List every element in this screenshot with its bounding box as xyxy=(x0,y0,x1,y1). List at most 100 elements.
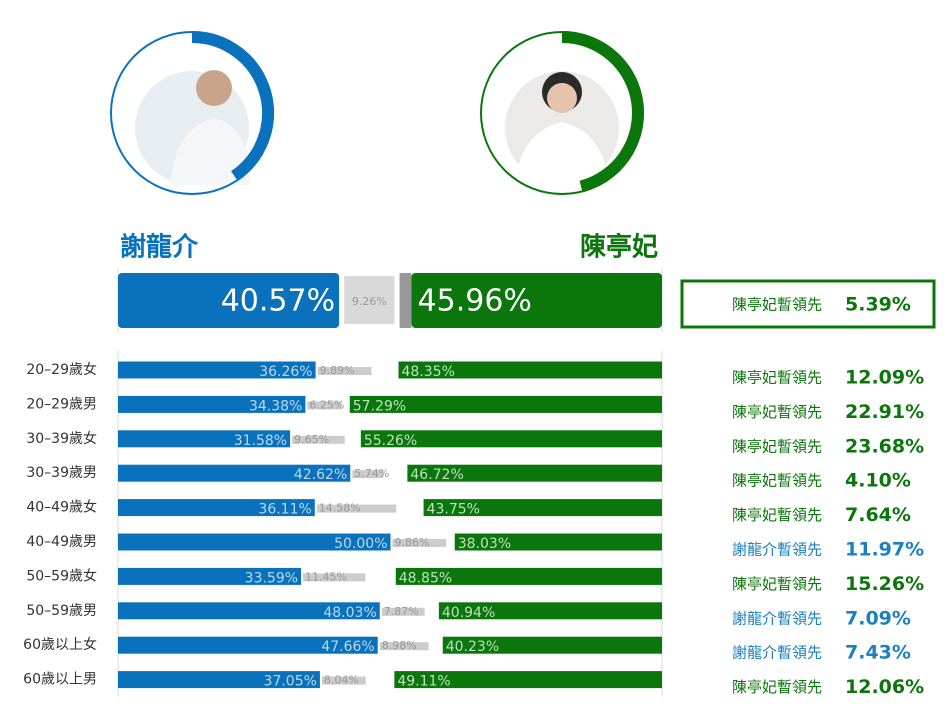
value-label: 9.65% xyxy=(294,433,329,446)
bar xyxy=(454,533,662,551)
category-label: 30–39歲男 xyxy=(26,465,97,481)
photo-right xyxy=(505,71,619,185)
bar xyxy=(118,636,378,654)
bar xyxy=(321,676,366,685)
category-label: 40–49歲男 xyxy=(26,534,97,550)
bar xyxy=(411,273,662,328)
value-label: 38.03% xyxy=(458,536,511,552)
bar xyxy=(392,539,447,547)
bar xyxy=(316,504,397,513)
bar xyxy=(360,430,662,448)
lead-text: 陳亭妃暫領先 xyxy=(732,678,822,696)
bar xyxy=(118,533,391,551)
lead-value: 23.68% xyxy=(845,435,924,457)
value-label: 48.35% xyxy=(401,364,454,380)
lead-text: 謝龍介暫領先 xyxy=(732,609,822,627)
lead-value: 11.97% xyxy=(845,539,924,561)
bar xyxy=(317,367,372,375)
lead-value: 4.10% xyxy=(845,470,911,492)
candidate-name: 陳亭妃 xyxy=(580,232,658,263)
lead-value: 15.26% xyxy=(845,573,924,595)
value-label: 48.03% xyxy=(323,605,376,621)
value-label: 42.62% xyxy=(294,467,347,483)
bar xyxy=(303,573,366,582)
value-label: 9.86% xyxy=(395,536,430,549)
bar xyxy=(118,567,302,585)
lead-value: 5.39% xyxy=(845,294,911,316)
bar xyxy=(379,642,429,651)
value-label: 9.89% xyxy=(320,364,355,377)
bar xyxy=(381,607,425,616)
lead-value: 12.09% xyxy=(845,367,924,389)
value-label: 49.11% xyxy=(397,674,450,690)
lead-value: 7.64% xyxy=(845,504,911,526)
value-label: 37.05% xyxy=(264,674,317,690)
bar xyxy=(118,499,315,517)
value-label: 36.11% xyxy=(258,502,311,518)
bar xyxy=(395,567,662,585)
value-label: 6.25% xyxy=(309,398,344,411)
bar xyxy=(344,276,395,324)
ring-arc xyxy=(561,31,644,193)
value-label: 11.45% xyxy=(305,570,347,583)
category-label: 20–29歲男 xyxy=(26,396,97,412)
bar xyxy=(394,671,662,689)
value-label: 40.57% xyxy=(221,284,335,319)
value-label: 34.38% xyxy=(249,398,302,414)
category-label: 30–39歲女 xyxy=(26,430,97,447)
value-label: 8.04% xyxy=(324,674,359,687)
value-label: 50.00% xyxy=(334,536,387,552)
remainder xyxy=(399,273,412,328)
value-label: 55.26% xyxy=(364,433,417,449)
category-label: 20–29歲女 xyxy=(26,361,97,378)
bar xyxy=(118,395,306,413)
value-label: 45.96% xyxy=(418,284,532,319)
category-label: 50–59歲女 xyxy=(26,567,97,584)
value-label: 31.58% xyxy=(234,433,287,449)
bar xyxy=(398,361,662,379)
bar xyxy=(118,430,291,448)
bar xyxy=(423,499,662,517)
value-label: 14.58% xyxy=(319,502,361,515)
lead-text: 陳亭妃暫領先 xyxy=(732,437,822,455)
bar xyxy=(118,602,380,620)
value-label: 9.26% xyxy=(352,295,387,308)
category-label: 50–59歲男 xyxy=(26,603,97,619)
value-label: 33.59% xyxy=(245,570,298,586)
category-label: 40–49歲女 xyxy=(26,499,97,516)
value-label: 7.87% xyxy=(384,605,419,618)
bar xyxy=(442,636,662,654)
bar xyxy=(118,464,351,482)
lead-value: 22.91% xyxy=(845,401,924,423)
lead-text: 謝龍介暫領先 xyxy=(732,541,822,559)
value-label: 5.74% xyxy=(354,467,389,480)
value-label: 48.85% xyxy=(399,570,452,586)
bar xyxy=(118,273,340,328)
lead-text: 陳亭妃暫領先 xyxy=(732,575,822,593)
ring-arc xyxy=(191,31,274,182)
bar xyxy=(349,395,662,413)
category-label: 60歲以上男 xyxy=(23,672,97,688)
bar xyxy=(292,435,345,444)
value-label: 40.23% xyxy=(446,639,499,655)
lead-text: 陳亭妃暫領先 xyxy=(732,506,822,524)
lead-text: 陳亭妃暫領先 xyxy=(732,403,822,421)
bar xyxy=(118,361,316,379)
value-label: 40.94% xyxy=(442,605,495,621)
lead-value: 7.43% xyxy=(845,642,911,664)
category-label: 60歲以上女 xyxy=(23,636,97,653)
bar xyxy=(438,602,662,620)
bar xyxy=(307,401,342,410)
value-label: 57.29% xyxy=(353,398,406,414)
value-label: 46.72% xyxy=(410,467,463,483)
bar xyxy=(118,671,320,689)
lead-value: 7.09% xyxy=(845,607,911,629)
bar xyxy=(352,470,384,479)
lead-value: 12.06% xyxy=(845,676,924,698)
lead-text: 陳亭妃暫領先 xyxy=(732,369,822,387)
value-label: 47.66% xyxy=(321,639,374,655)
value-label: 36.26% xyxy=(259,364,312,380)
lead-box xyxy=(680,279,936,329)
lead-text: 謝龍介暫領先 xyxy=(732,644,822,662)
